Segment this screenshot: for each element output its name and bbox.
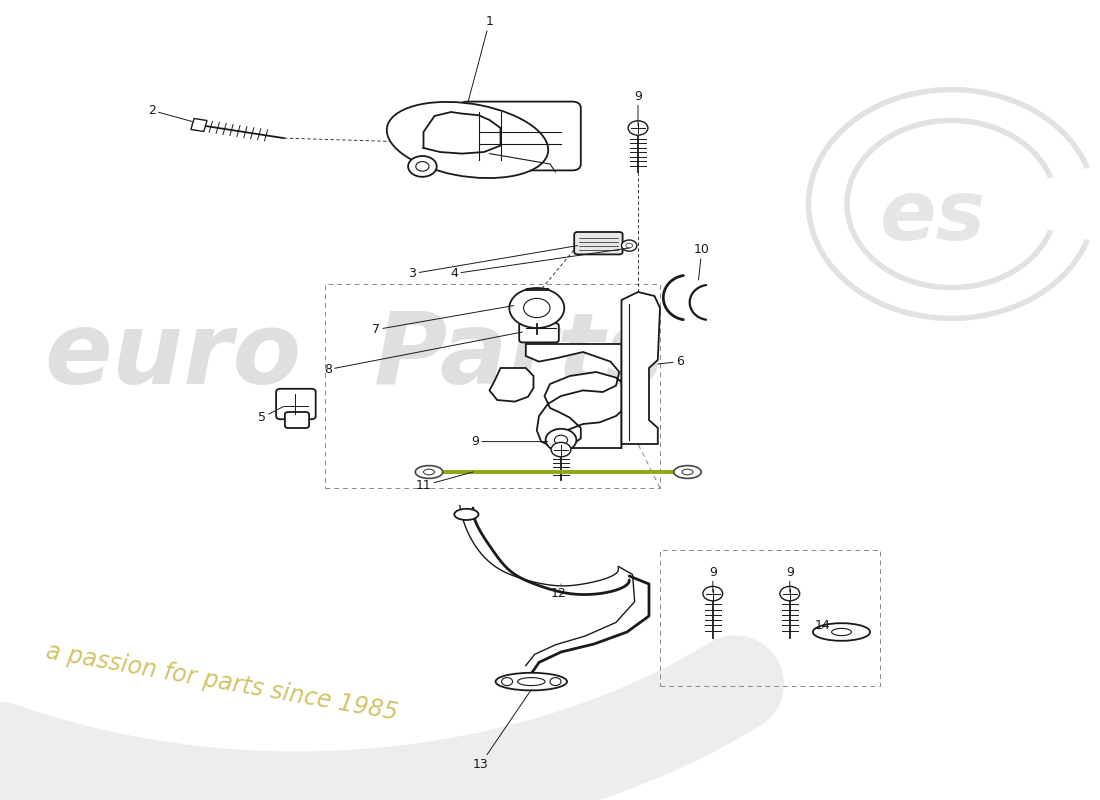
Text: 7: 7	[372, 306, 514, 336]
Ellipse shape	[454, 509, 478, 520]
Circle shape	[780, 586, 800, 601]
Circle shape	[550, 678, 561, 686]
Circle shape	[621, 240, 637, 251]
Ellipse shape	[424, 469, 434, 475]
Circle shape	[703, 586, 723, 601]
Circle shape	[626, 243, 632, 248]
Ellipse shape	[832, 629, 851, 635]
Text: 8: 8	[323, 332, 522, 376]
Circle shape	[546, 429, 576, 451]
Polygon shape	[191, 118, 207, 131]
Text: 9: 9	[634, 90, 642, 126]
Text: euro: euro	[44, 308, 301, 405]
Text: 5: 5	[257, 406, 284, 424]
Circle shape	[551, 442, 571, 457]
Bar	[660, 550, 880, 686]
Circle shape	[554, 435, 568, 445]
Circle shape	[502, 678, 513, 686]
Text: 6: 6	[658, 355, 684, 368]
Polygon shape	[424, 112, 500, 154]
Text: 9: 9	[785, 566, 794, 592]
FancyBboxPatch shape	[574, 232, 623, 254]
FancyBboxPatch shape	[276, 389, 316, 419]
Polygon shape	[526, 344, 629, 448]
FancyBboxPatch shape	[285, 412, 309, 428]
Text: 2: 2	[147, 104, 192, 122]
Text: 4: 4	[450, 248, 629, 280]
FancyBboxPatch shape	[459, 102, 581, 170]
Bar	[324, 284, 660, 488]
Circle shape	[628, 121, 648, 135]
Text: Parts: Parts	[374, 308, 666, 405]
Ellipse shape	[673, 466, 702, 478]
FancyBboxPatch shape	[519, 323, 559, 342]
Ellipse shape	[495, 673, 568, 690]
Ellipse shape	[517, 678, 544, 686]
Polygon shape	[490, 368, 534, 402]
Text: a passion for parts since 1985: a passion for parts since 1985	[44, 639, 399, 725]
Text: 1: 1	[468, 15, 494, 104]
Text: es: es	[880, 176, 986, 257]
Ellipse shape	[813, 623, 870, 641]
Text: 12: 12	[551, 584, 566, 600]
Text: 9: 9	[708, 566, 717, 592]
Circle shape	[416, 162, 429, 171]
Ellipse shape	[682, 469, 693, 475]
Polygon shape	[621, 292, 660, 444]
Text: 13: 13	[473, 690, 531, 770]
Circle shape	[408, 156, 437, 177]
Text: 10: 10	[694, 243, 710, 280]
Ellipse shape	[387, 102, 548, 178]
Circle shape	[524, 298, 550, 318]
Ellipse shape	[416, 466, 442, 478]
Circle shape	[509, 288, 564, 328]
Text: 11: 11	[416, 472, 473, 492]
Text: 9: 9	[471, 435, 548, 448]
Text: 3: 3	[408, 246, 578, 280]
Text: 14: 14	[815, 619, 830, 632]
